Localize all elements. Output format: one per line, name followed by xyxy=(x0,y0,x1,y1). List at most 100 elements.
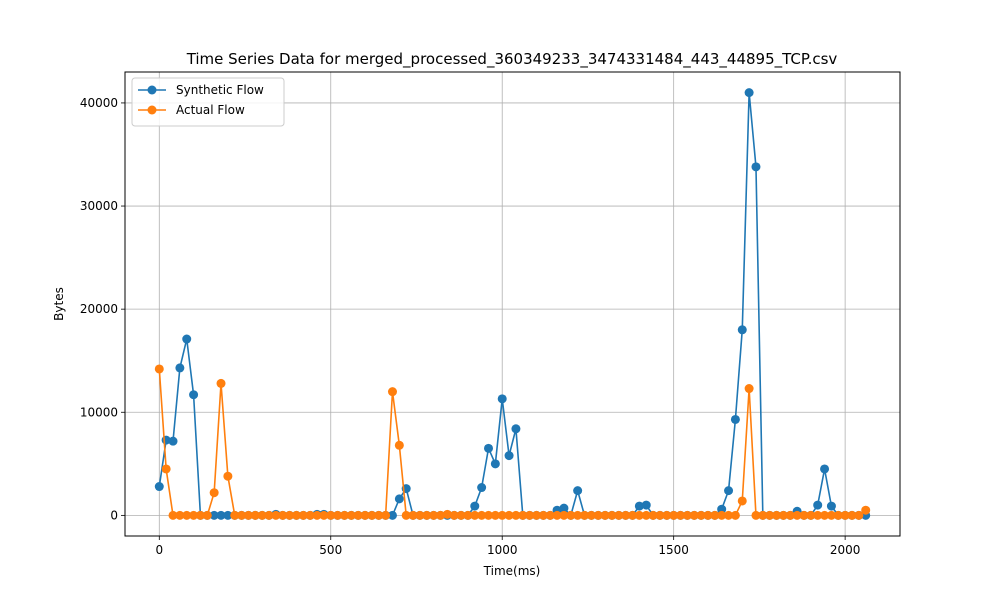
data-point xyxy=(168,510,178,520)
data-point xyxy=(394,440,404,450)
data-point xyxy=(305,510,315,520)
data-point xyxy=(271,510,281,520)
data-point xyxy=(737,325,747,335)
y-axis-label: Bytes xyxy=(52,287,66,321)
data-point xyxy=(470,510,480,520)
data-point xyxy=(717,504,727,514)
data-point xyxy=(559,510,569,520)
data-point xyxy=(490,459,500,469)
data-point xyxy=(497,510,507,520)
data-point xyxy=(285,510,295,520)
series-layer xyxy=(154,88,871,520)
data-point xyxy=(785,510,795,520)
data-point xyxy=(374,510,384,520)
data-point xyxy=(490,510,500,520)
data-point xyxy=(703,510,713,520)
data-point xyxy=(415,510,425,520)
data-point xyxy=(689,510,699,520)
legend-item: Actual Flow xyxy=(138,103,245,117)
data-point xyxy=(710,510,720,520)
data-point xyxy=(484,443,493,453)
data-point xyxy=(429,510,439,520)
data-point xyxy=(511,424,521,434)
data-point xyxy=(401,510,411,520)
data-point xyxy=(614,510,624,520)
legend-marker xyxy=(147,105,157,115)
data-point xyxy=(751,510,761,520)
data-point xyxy=(641,500,651,510)
data-point xyxy=(477,510,487,520)
data-point xyxy=(346,510,356,520)
legend-item: Synthetic Flow xyxy=(138,83,264,97)
data-point xyxy=(339,510,349,520)
data-point xyxy=(600,510,610,520)
data-point xyxy=(250,510,260,520)
data-point xyxy=(442,509,452,519)
data-point xyxy=(717,510,727,520)
data-point xyxy=(161,464,171,474)
data-point xyxy=(799,510,809,520)
plot-frame xyxy=(124,71,901,537)
data-point xyxy=(223,510,233,520)
data-point xyxy=(634,510,644,520)
data-point xyxy=(648,510,658,520)
data-point xyxy=(182,510,192,520)
data-point xyxy=(484,510,493,520)
data-point xyxy=(682,510,692,520)
x-tick-label: 0 xyxy=(155,543,163,557)
chart-title: Time Series Data for merged_processed_36… xyxy=(186,50,838,69)
data-point xyxy=(840,510,850,520)
data-point xyxy=(669,510,679,520)
data-point xyxy=(847,510,857,520)
data-point xyxy=(456,510,466,520)
x-axis-label: Time(ms) xyxy=(483,564,541,578)
data-point xyxy=(573,486,583,496)
data-point xyxy=(319,510,329,520)
data-point xyxy=(765,510,775,520)
data-point xyxy=(209,510,219,520)
y-tick-label: 30000 xyxy=(80,199,118,213)
data-point xyxy=(772,510,782,520)
data-point xyxy=(566,510,576,520)
data-point xyxy=(826,501,836,511)
data-point xyxy=(854,510,864,520)
data-point xyxy=(367,510,377,520)
data-point xyxy=(655,510,665,520)
x-tick-label: 1000 xyxy=(487,543,518,557)
data-point xyxy=(243,510,253,520)
data-point xyxy=(730,510,740,520)
data-point xyxy=(189,510,199,520)
data-point xyxy=(778,510,788,520)
data-point xyxy=(387,510,397,520)
data-point xyxy=(607,510,617,520)
data-point xyxy=(552,510,562,520)
data-point xyxy=(470,501,480,511)
x-tick-label: 1500 xyxy=(658,543,689,557)
data-point xyxy=(216,510,226,520)
legend-label: Synthetic Flow xyxy=(176,83,264,97)
y-tick-label: 0 xyxy=(110,508,118,522)
data-point xyxy=(676,510,686,520)
data-point xyxy=(394,494,404,504)
data-point xyxy=(387,387,397,397)
data-point xyxy=(820,464,830,474)
data-point xyxy=(298,510,308,520)
data-point xyxy=(182,334,192,344)
data-point xyxy=(559,503,569,513)
data-point xyxy=(545,510,555,520)
x-tick-label: 500 xyxy=(319,543,342,557)
data-point xyxy=(580,510,590,520)
legend-marker xyxy=(147,85,157,95)
x-tick-label: 2000 xyxy=(830,543,861,557)
data-point xyxy=(168,436,178,446)
data-point xyxy=(758,510,768,520)
data-point xyxy=(744,384,754,394)
data-point xyxy=(696,510,706,520)
data-point xyxy=(195,510,205,520)
data-point xyxy=(202,510,212,520)
y-tick-label: 40000 xyxy=(80,96,118,110)
data-point xyxy=(175,510,185,520)
data-point xyxy=(792,510,802,520)
data-point xyxy=(360,510,370,520)
